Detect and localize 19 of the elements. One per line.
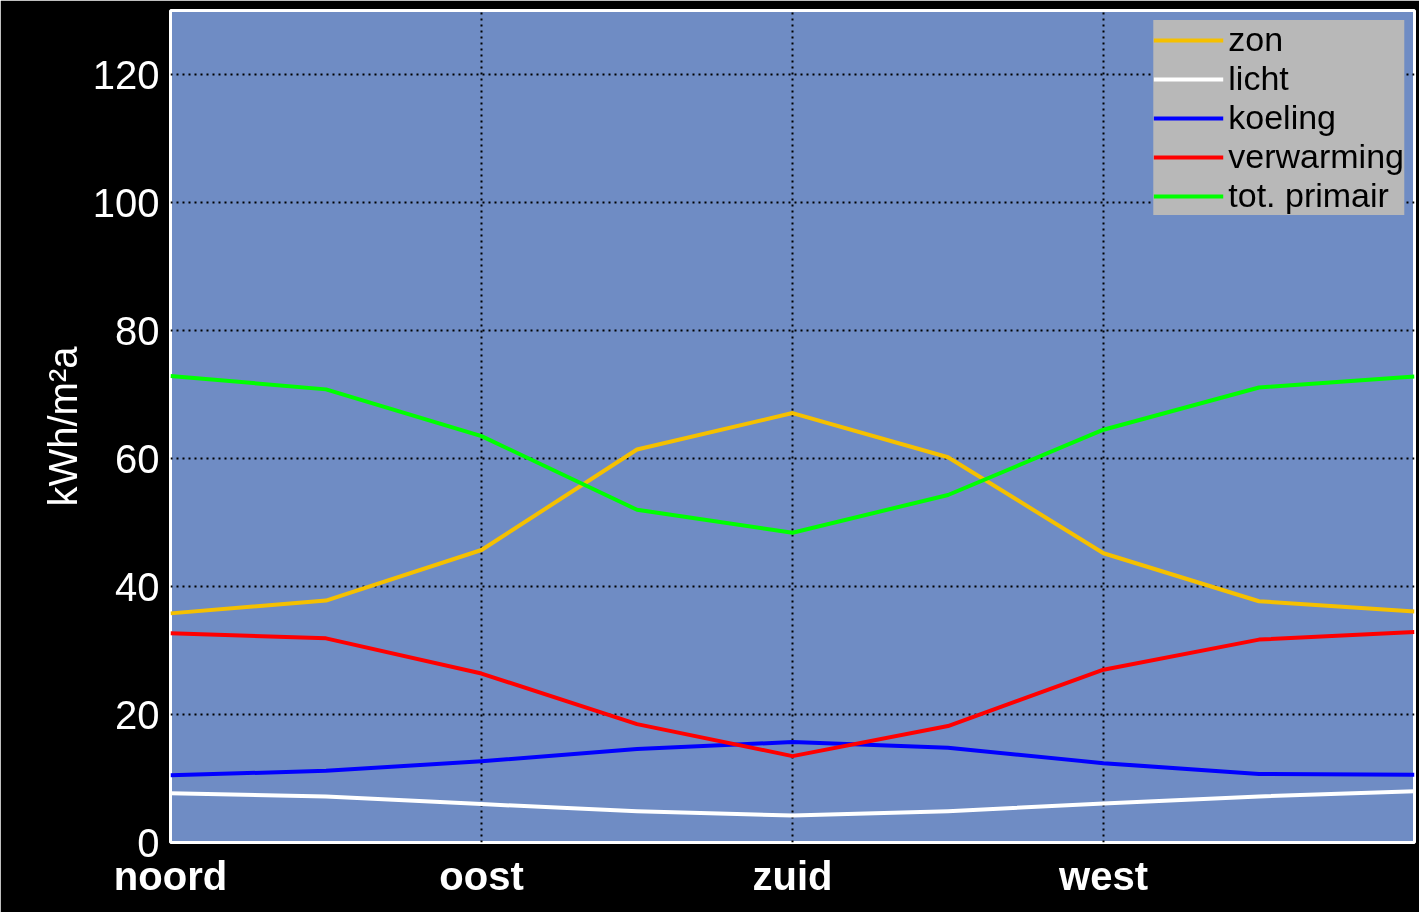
x-tick-label: zuid [752, 853, 833, 898]
y-tick-label: 40 [115, 564, 160, 609]
legend-label: tot. primair [1228, 176, 1389, 215]
legend-label: koeling [1228, 98, 1337, 137]
x-tick-label: oost [439, 853, 524, 898]
legend-label: zon [1228, 20, 1284, 59]
line-series [170, 373, 1415, 535]
y-axis-title: kWh/m²a [40, 345, 85, 507]
y-tick-label: 100 [92, 180, 160, 225]
y-tick-label: 60 [115, 436, 160, 481]
y-tick-label: 20 [115, 692, 160, 737]
legend-label: licht [1228, 59, 1289, 98]
legend-label: verwarming [1228, 137, 1404, 176]
line-series [170, 740, 1415, 778]
line-series [170, 411, 1415, 616]
y-tick-label: 120 [92, 52, 160, 97]
y-tick-label: 80 [115, 308, 160, 353]
line-series [170, 629, 1415, 759]
x-tick-label: west [1058, 853, 1148, 898]
